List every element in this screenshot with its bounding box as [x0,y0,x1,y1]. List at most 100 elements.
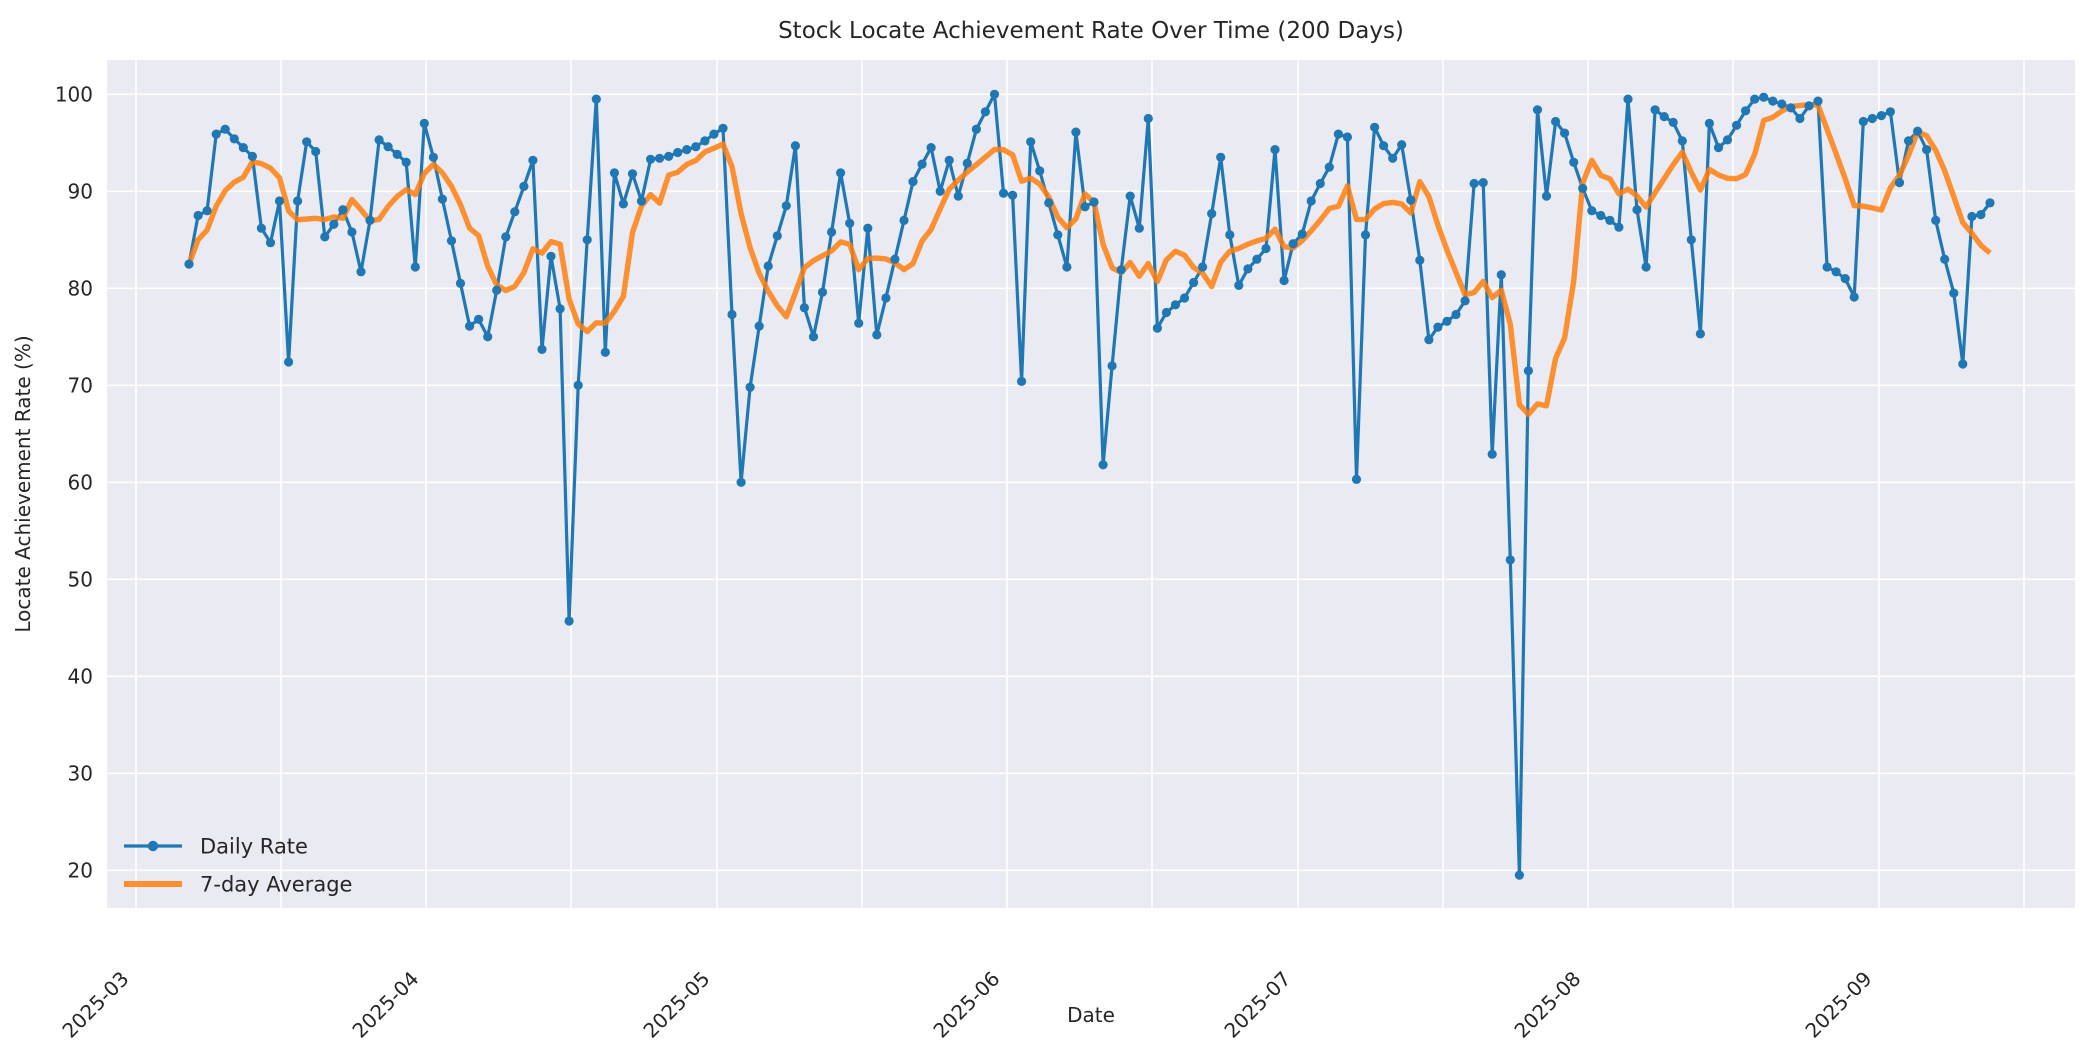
data-point-marker [1035,166,1045,176]
data-point-marker [1388,153,1398,163]
data-point-marker [383,142,393,152]
data-point-marker [890,254,900,264]
data-point-marker [401,157,411,167]
legend-label: Daily Rate [200,835,308,859]
y-tick-label: 60 [68,470,93,494]
data-point-marker [917,159,927,169]
data-point-marker [1876,111,1886,121]
data-point-marker [365,215,375,225]
data-point-marker [1931,215,1941,225]
data-point-marker [754,321,764,331]
data-point-marker [799,303,810,313]
data-point-marker [428,152,438,162]
data-point-marker [1822,262,1832,272]
data-point-marker [1017,376,1027,386]
data-point-marker [1225,230,1235,240]
data-point-marker [1650,105,1660,115]
data-point-marker [1922,145,1932,155]
legend-marker-dot [147,840,159,852]
data-point-marker [636,196,647,206]
data-point-marker [790,141,801,151]
data-point-marker [1234,280,1244,290]
data-point-marker [455,278,466,288]
legend-label: 7-day Average [200,873,352,897]
y-tick-label: 30 [68,761,93,785]
data-point-marker [519,181,529,191]
legend: Daily Rate 7-day Average [124,835,352,897]
data-point-marker [1795,113,1805,124]
data-point-marker [627,169,638,179]
data-point-marker [437,194,447,204]
data-point-marker [265,238,276,248]
data-point-marker [736,477,746,487]
data-point-marker [1903,136,1914,146]
data-point-marker [1134,223,1144,233]
data-point-marker [1668,117,1678,127]
data-point-marker [618,199,629,209]
data-point-marker [935,186,945,196]
data-point-marker [854,318,864,328]
data-point-marker [763,261,773,271]
data-point-marker [1451,309,1461,320]
y-tick-label: 50 [68,567,93,591]
data-point-marker [609,168,620,178]
data-point-marker [1216,152,1226,162]
data-point-marker [1722,135,1733,145]
data-point-marker [718,123,728,133]
data-point-marker [1541,191,1552,201]
data-point-marker [836,168,846,178]
y-tick-label: 40 [68,664,93,688]
data-point-marker [274,196,285,206]
data-point-marker [1342,132,1352,142]
data-point-marker [1315,178,1325,189]
data-point-marker [1913,126,1923,136]
data-point-marker [863,223,873,233]
data-point-marker [528,155,538,165]
data-point-marker [374,135,384,145]
data-point-marker [1768,96,1778,106]
data-point-marker [1695,329,1705,339]
data-point-marker [229,134,239,144]
y-tick-label: 100 [55,82,93,106]
data-point-marker [1732,120,1742,130]
data-point-marker [1777,99,1787,109]
data-point-marker [1433,322,1443,332]
data-point-marker [998,188,1009,198]
data-point-marker [1143,113,1153,124]
data-point-marker [1044,198,1054,208]
data-point-marker [1532,105,1543,115]
y-tick-label: 20 [68,858,93,882]
data-point-marker [1487,449,1497,459]
data-point-marker [1704,118,1714,128]
data-point-marker [1270,145,1280,155]
data-point-marker [1686,235,1696,245]
data-point-marker [872,330,882,340]
data-point-marker [446,236,457,246]
data-point-marker [1804,101,1814,111]
data-point-marker [1297,229,1307,239]
data-point-marker [1279,275,1289,286]
data-point-marker [1605,215,1615,225]
daily-rate-markers [184,89,1995,880]
data-point-marker [727,309,737,320]
data-point-marker [510,207,520,217]
data-point-marker [881,293,891,303]
data-point-marker [1442,316,1452,326]
data-point-marker [1062,262,1072,272]
data-point-marker [392,149,402,159]
daily-rate-line [187,92,1992,877]
data-point-marker [238,143,248,153]
data-point-marker [256,223,266,233]
data-point-marker [944,155,954,165]
x-tick-label: 2025-07 [1219,967,1295,1043]
data-point-marker [926,143,936,153]
data-point-marker [1379,141,1389,151]
data-point-marker [772,231,782,241]
data-point-marker [1786,103,1796,113]
data-point-marker [338,205,348,215]
data-point-marker [1840,274,1850,284]
data-point-marker [1632,205,1642,215]
